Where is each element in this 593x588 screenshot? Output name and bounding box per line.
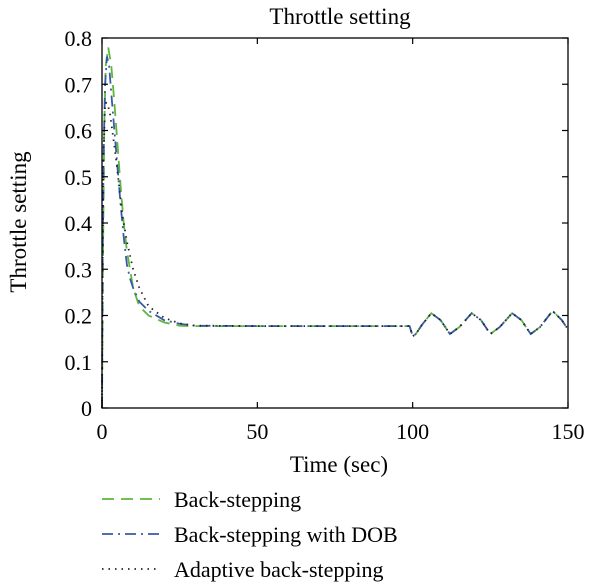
y-tick-label: 0.4: [65, 211, 93, 236]
y-tick-label: 0.6: [65, 119, 93, 144]
legend-label-0: Back-stepping: [174, 487, 301, 512]
y-tick-label: 0: [81, 396, 92, 421]
x-tick-label: 50: [246, 419, 268, 444]
y-tick-label: 0.7: [65, 72, 93, 97]
x-axis-label: Time (sec): [290, 452, 388, 477]
chart-title: Throttle setting: [269, 4, 411, 29]
series-line-0: [101, 47, 569, 409]
legend-label-2: Adaptive back-stepping: [174, 557, 384, 582]
x-tick-label: 150: [552, 419, 585, 444]
y-axis-label: Throttle setting: [6, 151, 31, 293]
y-tick-label: 0.3: [65, 257, 93, 282]
series-line-1: [101, 56, 569, 409]
y-tick-label: 0.5: [65, 165, 93, 190]
x-tick-label: 0: [97, 419, 108, 444]
plot-lines: [101, 47, 569, 409]
legend-label-1: Back-stepping with DOB: [174, 522, 398, 547]
axis-ticks: 0 50 100 150 0 0.1 0.2 0.3 0.4 0.5 0.6 0.7 0.8: [65, 26, 585, 444]
legend: Back-stepping Back-stepping with DOB Adapt…: [102, 487, 398, 582]
x-tick-label: 100: [396, 419, 429, 444]
y-tick-label: 0.8: [65, 26, 93, 51]
y-tick-label: 0.1: [65, 350, 93, 375]
series-line-2: [101, 101, 569, 409]
plot-frame: [101, 37, 569, 409]
y-tick-label: 0.2: [65, 304, 93, 329]
